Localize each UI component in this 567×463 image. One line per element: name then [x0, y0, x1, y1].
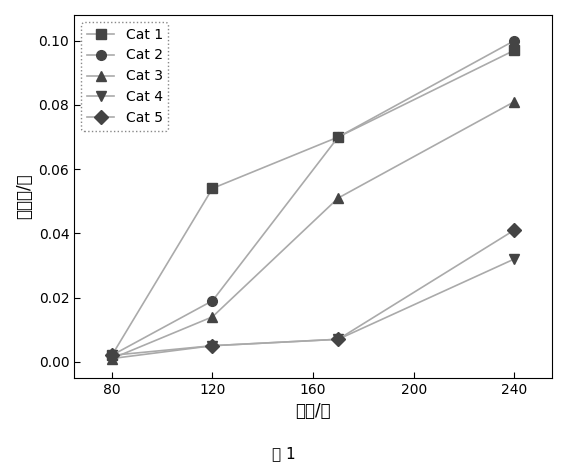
Cat 2 [335, 134, 342, 140]
Cat 5 [511, 227, 518, 233]
Cat 1 [209, 186, 216, 191]
Cat 3 [108, 356, 115, 361]
Line: Cat 3: Cat 3 [107, 97, 519, 363]
Cat 2 [108, 352, 115, 358]
Line: Cat 5: Cat 5 [107, 225, 519, 360]
Cat 1 [335, 134, 342, 140]
Cat 3 [511, 99, 518, 105]
Line: Cat 4: Cat 4 [107, 254, 519, 363]
Cat 2 [209, 298, 216, 304]
Cat 5 [209, 343, 216, 349]
Cat 1 [108, 352, 115, 358]
Y-axis label: 积碳量/克: 积碳量/克 [15, 174, 33, 219]
Cat 4 [108, 356, 115, 361]
Cat 4 [209, 343, 216, 349]
Cat 5 [335, 337, 342, 342]
Cat 1 [511, 48, 518, 53]
Text: 图 1: 图 1 [272, 446, 295, 461]
Cat 4 [335, 337, 342, 342]
X-axis label: 时间/分: 时间/分 [295, 402, 331, 420]
Cat 3 [335, 195, 342, 201]
Cat 4 [511, 256, 518, 262]
Cat 5 [108, 352, 115, 358]
Cat 3 [209, 314, 216, 319]
Legend: Cat 1, Cat 2, Cat 3, Cat 4, Cat 5: Cat 1, Cat 2, Cat 3, Cat 4, Cat 5 [81, 22, 168, 131]
Cat 2 [511, 38, 518, 44]
Line: Cat 2: Cat 2 [107, 36, 519, 360]
Line: Cat 1: Cat 1 [107, 45, 519, 360]
